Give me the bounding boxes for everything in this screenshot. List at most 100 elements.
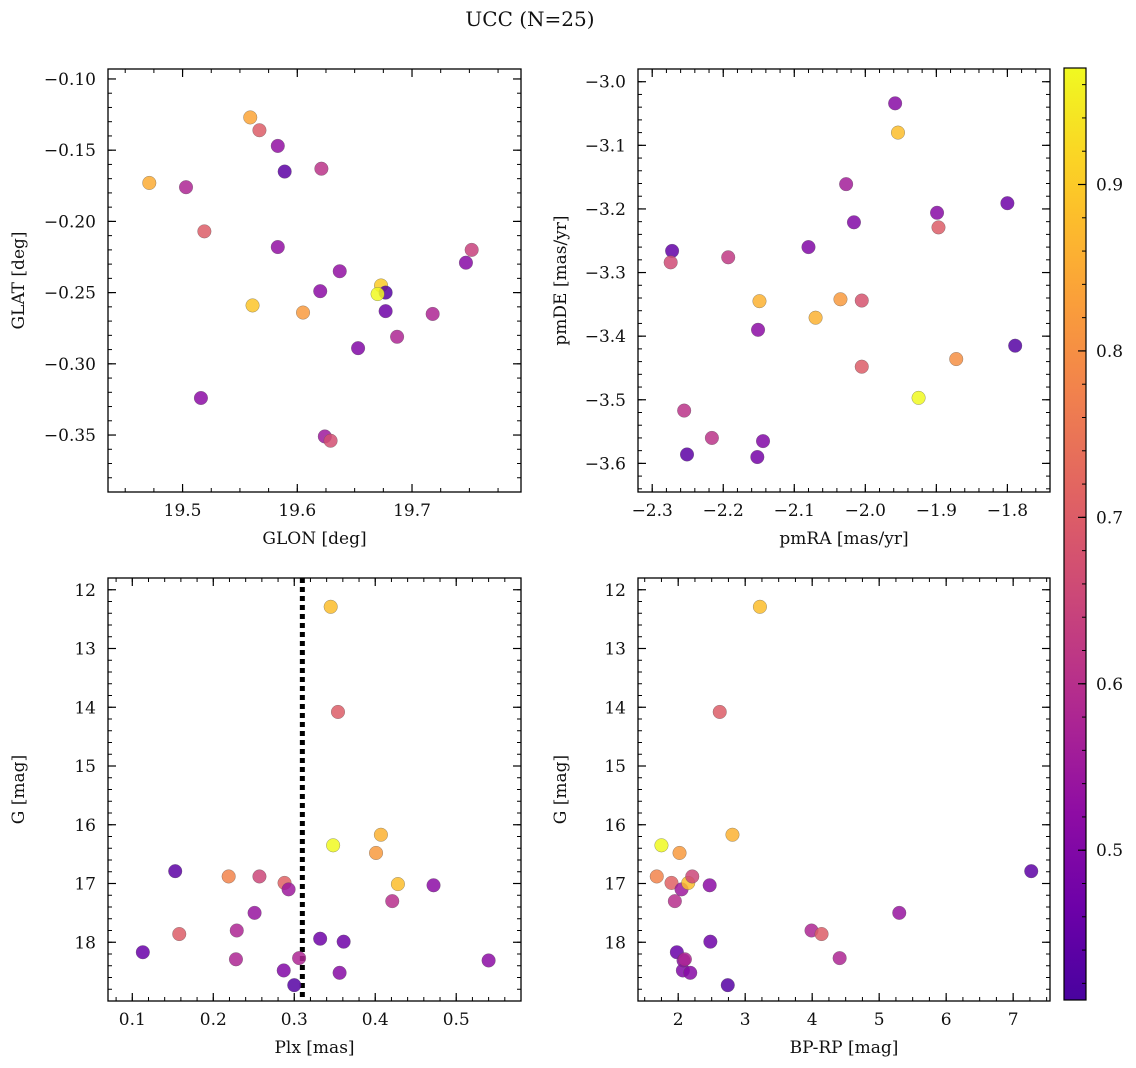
- scatter-point: [245, 298, 260, 313]
- scatter-point: [287, 978, 302, 993]
- x-tick-label: 19.5: [164, 501, 202, 521]
- scatter-point: [725, 827, 740, 842]
- scatter-point: [243, 110, 258, 125]
- scatter-point: [336, 934, 351, 949]
- scatter-point: [949, 352, 964, 367]
- scatter-point: [323, 599, 338, 614]
- scatter-point: [833, 292, 848, 307]
- scatter-point: [703, 934, 718, 949]
- scatter-point: [390, 329, 405, 344]
- scatter-point: [326, 838, 341, 853]
- scatter-point: [197, 224, 212, 239]
- panel-bprp-g: 2 3 4 5 6 7 12 13 14 15 16 17 18 BP-RP [mag] G [mag]: [551, 577, 1051, 1058]
- scatter-point: [931, 220, 946, 235]
- y-tick-label: 14: [74, 698, 96, 718]
- y-tick-label: 17: [74, 875, 96, 895]
- scatter-point: [332, 965, 347, 980]
- y-tick-label: 17: [604, 875, 626, 895]
- x-tick-label: −2.0: [845, 501, 886, 521]
- y-axis-label: G [mag]: [551, 755, 571, 824]
- y-tick-label: 16: [604, 816, 626, 836]
- x-tick-label: 3: [740, 1010, 751, 1030]
- y-tick-label: −0.15: [44, 141, 96, 161]
- x-tick-label: −1.8: [987, 501, 1028, 521]
- colorbar-tick-label: 0.5: [1096, 841, 1123, 861]
- scatter-point: [930, 205, 945, 220]
- y-axis-label: pmDE [mas/yr]: [551, 215, 571, 345]
- y-tick-label: 18: [74, 933, 96, 953]
- scatter-point: [888, 96, 903, 111]
- scatter-point: [172, 926, 187, 942]
- scatter-point: [649, 869, 664, 884]
- scatter-point: [142, 175, 157, 190]
- scatter-point: [221, 869, 236, 884]
- y-tick-label: −0.30: [44, 355, 96, 375]
- y-tick-label: −3.4: [585, 327, 626, 347]
- y-tick-label: −3.6: [585, 454, 626, 474]
- scatter-point: [228, 952, 243, 967]
- x-axis-label: GLON [deg]: [262, 529, 366, 549]
- scatter-point: [193, 390, 208, 406]
- y-tick-label: −3.5: [585, 391, 626, 411]
- y-tick-label: −0.20: [44, 212, 96, 232]
- scatter-point: [679, 447, 695, 462]
- colorbar-tick-label: 0.7: [1096, 508, 1123, 528]
- scatter-point: [370, 286, 385, 302]
- y-tick-label: 14: [604, 698, 626, 718]
- scatter-point: [464, 242, 479, 257]
- scatter-point: [252, 123, 267, 138]
- scatter-point: [458, 255, 473, 270]
- scatter-point: [247, 905, 262, 920]
- y-tick-label: −3.3: [585, 264, 626, 284]
- scatter-point: [712, 704, 727, 720]
- plot-frame: [637, 68, 1051, 493]
- y-tick-label: 13: [74, 640, 96, 660]
- scatter-point: [378, 304, 393, 319]
- y-tick-label: 12: [604, 581, 626, 601]
- scatter-point: [854, 359, 869, 374]
- y-tick-label: −3.0: [585, 73, 626, 93]
- scatter-point: [752, 294, 767, 309]
- y-tick-label: 16: [74, 816, 96, 836]
- plot-frame: [107, 68, 522, 493]
- scatter-point: [385, 894, 400, 909]
- scatter-point: [313, 284, 328, 299]
- scatter-point: [276, 963, 291, 978]
- scatter-point: [314, 161, 329, 176]
- x-tick-label: −1.9: [916, 501, 957, 521]
- colorbar-tick-label: 0.8: [1096, 342, 1123, 362]
- scatter-point: [704, 430, 719, 445]
- scatter-point: [351, 341, 366, 356]
- colorbar-tick-label: 0.6: [1096, 675, 1123, 695]
- x-tick-label: 2: [673, 1010, 684, 1030]
- scatter-point: [1024, 864, 1039, 879]
- scatter-point: [135, 945, 150, 960]
- y-tick-label: −3.1: [585, 136, 626, 156]
- scatter-point: [1000, 196, 1015, 211]
- scatter-point: [663, 255, 678, 270]
- scatter-point: [323, 433, 338, 448]
- scatter-point: [832, 951, 847, 966]
- scatter-point: [721, 250, 736, 265]
- scatter-point: [229, 923, 244, 938]
- scatter-point: [270, 138, 285, 153]
- y-tick-label: 12: [74, 581, 96, 601]
- scatter-point: [846, 215, 861, 230]
- x-tick-label: 7: [1008, 1010, 1019, 1030]
- scatter-point: [664, 875, 679, 890]
- y-axis-label: G [mag]: [9, 755, 29, 824]
- x-tick-label: 19.6: [278, 501, 316, 521]
- scatter-point: [839, 177, 854, 192]
- panel-glon-glat: 19.5 19.6 19.7 −0.35 −0.30 −0.25 −0.20 −0.15 −0.…: [9, 68, 522, 549]
- scatter-point: [277, 164, 292, 179]
- scatter-point: [677, 952, 692, 967]
- y-tick-label: 15: [604, 757, 626, 777]
- scatter-point: [1008, 338, 1023, 353]
- y-tick-label: 18: [604, 933, 626, 953]
- scatter-point: [270, 239, 285, 255]
- scatter-point: [252, 869, 267, 884]
- scatter-point: [854, 293, 869, 308]
- x-tick-label: 0.2: [200, 1010, 227, 1030]
- scatter-point: [911, 390, 926, 405]
- x-tick-label: 0.1: [119, 1010, 146, 1030]
